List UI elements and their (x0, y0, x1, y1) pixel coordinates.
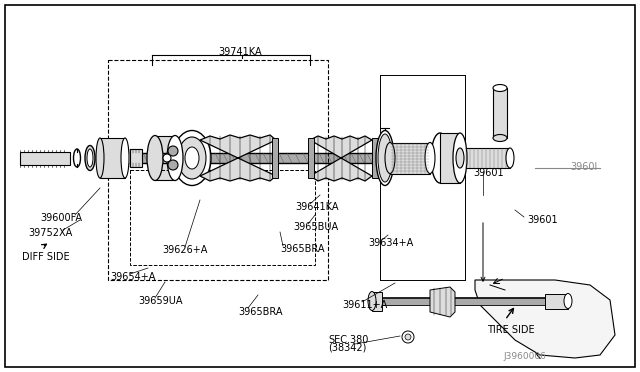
Text: 39752XA: 39752XA (28, 228, 72, 238)
Ellipse shape (368, 292, 376, 311)
Polygon shape (460, 148, 510, 168)
Text: 3960l: 3960l (570, 162, 597, 172)
Ellipse shape (173, 131, 211, 186)
Text: SEC.380: SEC.380 (328, 335, 369, 345)
Circle shape (168, 146, 178, 156)
Text: 39626+A: 39626+A (162, 245, 207, 255)
Ellipse shape (147, 135, 163, 180)
Polygon shape (390, 143, 430, 174)
Text: TIRE SIDE: TIRE SIDE (487, 325, 534, 335)
Polygon shape (430, 287, 455, 317)
Text: DIFF SIDE: DIFF SIDE (22, 252, 70, 262)
Ellipse shape (456, 148, 464, 168)
Ellipse shape (376, 131, 394, 186)
Text: 3965BRA: 3965BRA (280, 244, 324, 254)
Text: 39601: 39601 (473, 168, 504, 178)
Ellipse shape (564, 294, 572, 308)
Bar (272, 138, 278, 178)
Text: 39601: 39601 (527, 215, 557, 225)
Ellipse shape (506, 148, 514, 168)
Polygon shape (475, 280, 615, 358)
Polygon shape (130, 149, 142, 167)
Polygon shape (372, 292, 382, 311)
Ellipse shape (185, 147, 199, 169)
Text: 39654+A: 39654+A (110, 272, 156, 282)
Ellipse shape (96, 138, 104, 178)
Polygon shape (100, 138, 125, 178)
Polygon shape (545, 294, 568, 309)
Polygon shape (155, 136, 175, 180)
Bar (493, 88, 507, 138)
Ellipse shape (493, 135, 507, 141)
Text: 39611+A: 39611+A (342, 300, 387, 310)
Ellipse shape (178, 137, 206, 179)
Ellipse shape (85, 145, 95, 170)
Bar (108, 60, 328, 280)
Text: 39741KA: 39741KA (218, 47, 262, 57)
Ellipse shape (453, 133, 467, 183)
Text: (38342): (38342) (328, 343, 366, 353)
Circle shape (163, 154, 171, 162)
Ellipse shape (87, 149, 93, 167)
Ellipse shape (493, 84, 507, 92)
Ellipse shape (121, 138, 129, 178)
Polygon shape (20, 152, 70, 165)
Circle shape (405, 334, 411, 340)
Polygon shape (380, 298, 545, 305)
Circle shape (168, 160, 178, 170)
Circle shape (402, 331, 414, 343)
Bar (308, 138, 314, 178)
Text: 39634+A: 39634+A (368, 238, 413, 248)
Ellipse shape (167, 135, 183, 180)
Bar (130, 170, 315, 265)
Polygon shape (310, 136, 372, 181)
Ellipse shape (431, 133, 449, 183)
Text: 3965BUA: 3965BUA (293, 222, 338, 232)
Ellipse shape (74, 149, 81, 167)
Bar (372, 138, 378, 178)
Ellipse shape (425, 142, 435, 173)
Polygon shape (440, 133, 460, 183)
Text: 3965BRA: 3965BRA (238, 307, 282, 317)
Polygon shape (130, 153, 390, 163)
Text: 39600FA: 39600FA (40, 213, 82, 223)
Polygon shape (200, 135, 276, 181)
Polygon shape (375, 149, 387, 167)
Text: J3960006: J3960006 (503, 352, 546, 361)
Text: 39641KA: 39641KA (295, 202, 339, 212)
Ellipse shape (385, 142, 395, 173)
Ellipse shape (378, 134, 392, 182)
Text: 39659UA: 39659UA (138, 296, 182, 306)
